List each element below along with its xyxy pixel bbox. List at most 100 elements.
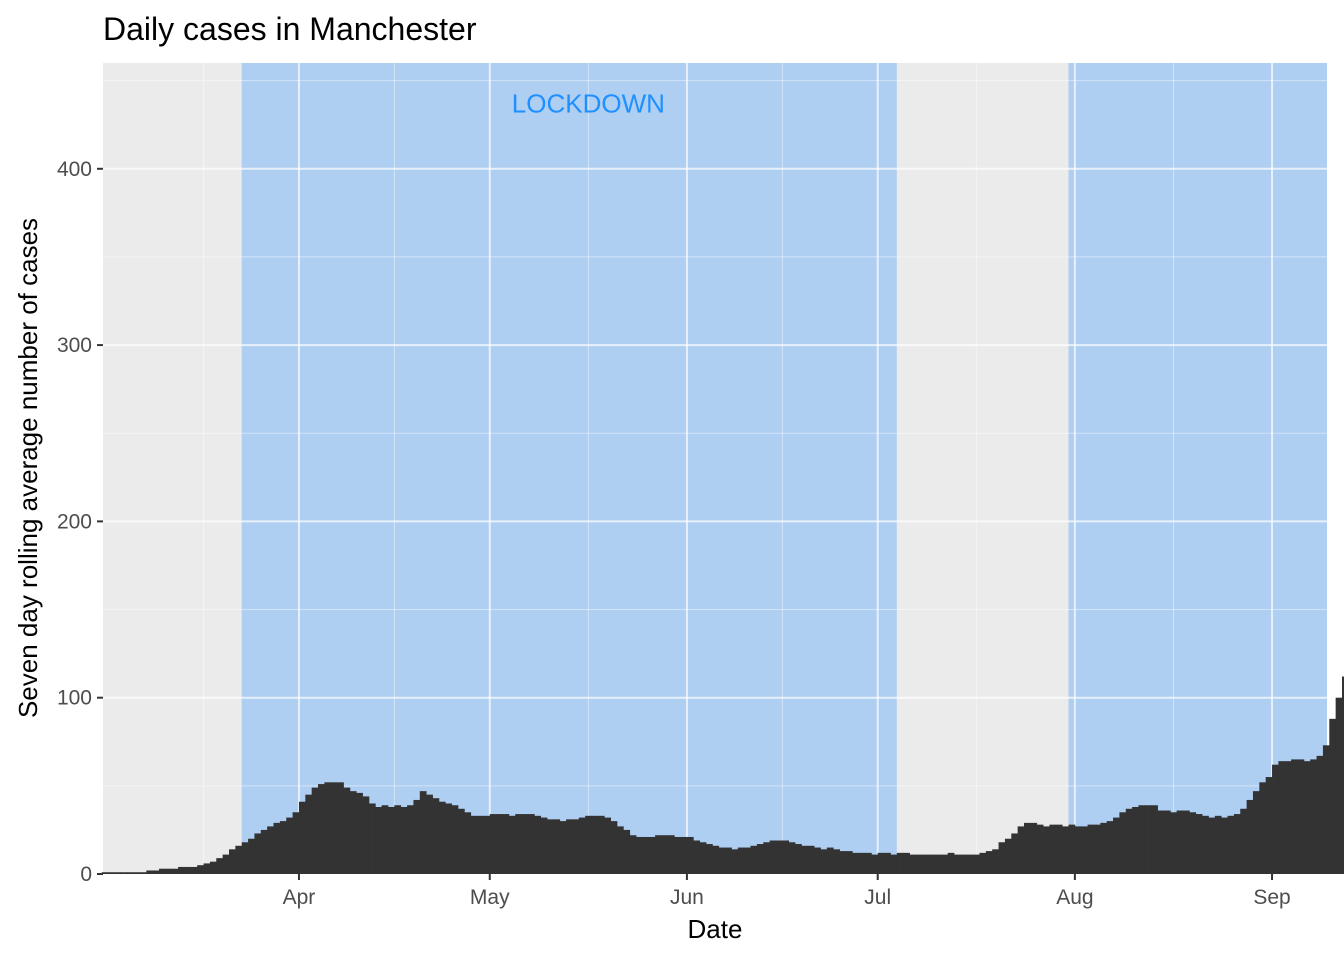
- bar: [311, 787, 319, 874]
- bar: [1157, 810, 1165, 874]
- bar: [521, 814, 529, 874]
- bar: [661, 835, 669, 874]
- bar: [184, 866, 192, 874]
- bar: [699, 842, 707, 874]
- y-tick-label: 200: [57, 510, 92, 533]
- bar: [1074, 826, 1082, 874]
- bar: [159, 868, 166, 874]
- annotation-0: LOCKDOWN: [512, 89, 665, 119]
- bar: [343, 787, 351, 874]
- bar: [960, 854, 968, 874]
- bar: [1189, 812, 1197, 874]
- bar: [1227, 815, 1235, 874]
- bar: [1100, 822, 1108, 874]
- bar: [477, 815, 484, 874]
- x-axis-title: Date: [688, 914, 743, 944]
- bar: [725, 847, 732, 874]
- bar: [801, 845, 809, 874]
- bar: [718, 847, 726, 874]
- x-tick-label: Jul: [864, 886, 891, 909]
- bar: [750, 845, 758, 874]
- bar: [1214, 815, 1222, 874]
- bar: [337, 782, 344, 874]
- bar: [1011, 833, 1019, 874]
- bar: [706, 844, 713, 874]
- bar: [432, 798, 440, 874]
- bar: [1195, 814, 1203, 874]
- bar: [388, 807, 395, 874]
- bar: [731, 849, 739, 874]
- bar: [1062, 826, 1069, 874]
- bar: [273, 822, 281, 874]
- bar: [101, 872, 109, 874]
- bar: [915, 854, 923, 874]
- bar: [1291, 759, 1298, 874]
- bar: [636, 836, 643, 874]
- bar: [502, 814, 510, 874]
- bar: [693, 840, 701, 874]
- bar: [667, 835, 675, 874]
- bar: [515, 814, 522, 874]
- bar: [928, 854, 936, 874]
- bar: [508, 815, 516, 874]
- bar: [744, 847, 751, 874]
- shaded-period-1: [1068, 63, 1327, 874]
- bar: [1265, 777, 1273, 874]
- bar: [858, 852, 866, 874]
- bar: [941, 854, 949, 874]
- bar: [260, 829, 268, 874]
- bar: [1151, 805, 1158, 874]
- bar: [947, 852, 955, 874]
- bar: [826, 847, 834, 874]
- bar: [368, 803, 376, 874]
- bar: [1329, 718, 1337, 874]
- bar: [775, 840, 783, 874]
- bar: [413, 799, 421, 874]
- bar: [426, 794, 433, 874]
- bar: [457, 808, 465, 874]
- bar: [483, 815, 491, 874]
- bar: [737, 847, 745, 874]
- bar: [146, 870, 154, 874]
- bar: [241, 842, 249, 874]
- bar: [216, 858, 224, 874]
- bar: [1043, 826, 1050, 874]
- bar: [1170, 812, 1178, 874]
- axes: 0100200300400AprMayJunJulAugSepOct: [57, 158, 1291, 909]
- x-tick-label: Aug: [1056, 886, 1093, 909]
- bar: [534, 815, 542, 874]
- bar: [1125, 808, 1133, 874]
- y-tick-label: 100: [57, 687, 92, 710]
- bar: [527, 814, 535, 874]
- bar: [133, 872, 141, 874]
- bar: [1221, 817, 1228, 874]
- bar: [203, 863, 211, 874]
- bar: [1132, 807, 1139, 874]
- bar: [807, 845, 815, 874]
- bar: [597, 815, 605, 874]
- bar: [1310, 759, 1317, 874]
- y-tick-label: 0: [80, 863, 92, 886]
- gridlines: [103, 63, 1327, 875]
- bar: [381, 805, 389, 874]
- bar: [254, 833, 262, 874]
- bar: [1316, 755, 1324, 874]
- bar: [470, 815, 478, 874]
- bar: [1144, 805, 1152, 874]
- bar: [489, 814, 497, 874]
- bar: [451, 805, 459, 874]
- bar: [1233, 814, 1241, 874]
- bar: [305, 794, 313, 874]
- bar: [845, 851, 853, 874]
- bar: [1138, 805, 1146, 874]
- bar: [934, 854, 942, 874]
- bar: [267, 826, 274, 874]
- bar: [954, 854, 961, 874]
- bar: [559, 821, 567, 874]
- bar: [591, 815, 599, 874]
- bar: [1055, 824, 1063, 874]
- bar: [1004, 838, 1012, 874]
- bar: [903, 852, 910, 874]
- bar: [979, 852, 987, 874]
- bar: [686, 836, 694, 874]
